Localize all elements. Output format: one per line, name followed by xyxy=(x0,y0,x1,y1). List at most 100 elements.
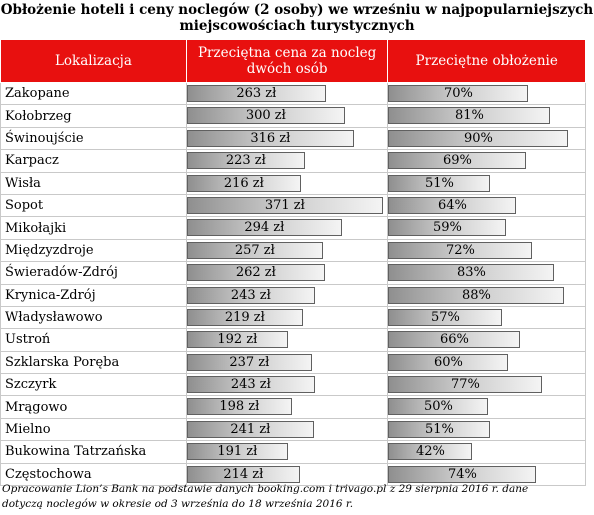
occupancy-cell: 69% xyxy=(387,149,586,173)
price-bar xyxy=(186,465,300,483)
occupancy-bar xyxy=(388,219,507,237)
price-bar xyxy=(186,331,288,349)
table-row: Świeradów-Zdrój 262 zł 83% xyxy=(0,261,586,285)
location-cell: Ustroń xyxy=(0,328,187,352)
occupancy-label: 66% xyxy=(439,332,469,348)
price-label: 241 zł xyxy=(230,421,271,437)
occupancy-bar xyxy=(388,443,473,461)
table-row: Bukowina Tatrzańska 191 zł 42% xyxy=(0,440,586,464)
occupancy-bar xyxy=(388,286,565,304)
price-bar xyxy=(186,286,315,304)
occupancy-cell: 72% xyxy=(387,238,586,263)
occupancy-bar xyxy=(388,376,543,394)
occupancy-bar xyxy=(388,264,555,282)
price-label: 214 zł xyxy=(223,466,264,482)
price-label: 216 zł xyxy=(223,175,264,191)
location-cell: Szczyrk xyxy=(0,373,187,397)
price-cell: 316 zł xyxy=(185,126,389,151)
price-bar xyxy=(186,264,325,282)
price-cell: 262 zł xyxy=(185,261,389,285)
occupancy-label: 83% xyxy=(456,265,486,281)
occupancy-cell: 70% xyxy=(387,81,586,106)
chart-title-line1: Obłożenie hoteli i ceny noclegów (2 osob… xyxy=(0,2,594,18)
table-row: Szczyrk 243 zł 77% xyxy=(0,373,586,397)
price-label: 257 zł xyxy=(234,242,275,258)
occupancy-cell: 59% xyxy=(387,216,586,240)
occupancy-cell: 81% xyxy=(387,104,586,128)
price-cell: 241 zł xyxy=(185,417,389,442)
table-row: Mrągowo 198 zł 50% xyxy=(0,395,586,419)
occupancy-label: 77% xyxy=(450,377,480,393)
price-label: 192 zł xyxy=(217,332,258,348)
price-bar xyxy=(186,308,303,326)
price-label: 198 zł xyxy=(219,399,260,415)
price-cell: 198 zł xyxy=(185,395,389,419)
price-cell: 263 zł xyxy=(185,81,389,106)
header-location: Lokalizacja xyxy=(0,39,187,83)
price-cell: 237 zł xyxy=(185,350,389,375)
location-cell: Mikołajki xyxy=(0,216,187,240)
occupancy-bar xyxy=(388,420,491,438)
table-row: Świnoujście 316 zł 90% xyxy=(0,126,586,151)
price-cell: 371 zł xyxy=(185,193,389,218)
occupancy-cell: 64% xyxy=(387,193,586,218)
price-bar xyxy=(186,152,305,170)
price-cell: 243 zł xyxy=(185,373,389,397)
table-row: Częstochowa 214 zł 74% xyxy=(0,462,586,487)
price-label: 191 zł xyxy=(217,444,258,460)
occupancy-cell: 88% xyxy=(387,283,586,307)
table-body: Zakopane 263 zł 70% Kołobrzeg 300 zł 81% Świno… xyxy=(0,81,586,487)
table-row: Karpacz 223 zł 69% xyxy=(0,149,586,173)
price-cell: 243 zł xyxy=(185,283,389,307)
price-cell: 223 zł xyxy=(185,149,389,173)
price-label: 243 zł xyxy=(230,287,271,303)
price-cell: 257 zł xyxy=(185,238,389,263)
price-bar xyxy=(186,398,292,416)
price-cell: 216 zł xyxy=(185,171,389,195)
occupancy-label: 88% xyxy=(461,287,491,303)
price-bar xyxy=(186,107,345,125)
price-cell: 214 zł xyxy=(185,462,389,487)
source-note-line1: Opracowanie Lion’s Bank na podstawie dan… xyxy=(2,483,529,495)
occupancy-cell: 74% xyxy=(387,462,586,487)
location-cell: Krynica-Zdrój xyxy=(0,283,187,307)
price-label: 263 zł xyxy=(236,86,277,101)
price-label: 371 zł xyxy=(264,197,305,213)
source-note-line2: dotyczą noclegów w okresie od 3 września… xyxy=(2,498,354,510)
price-bar xyxy=(186,174,301,192)
price-label: 223 zł xyxy=(225,153,266,169)
price-bar xyxy=(186,420,314,438)
occupancy-label: 74% xyxy=(447,466,477,482)
location-cell: Wisła xyxy=(0,171,187,195)
price-cell: 300 zł xyxy=(185,104,389,128)
occupancy-cell: 51% xyxy=(387,417,586,442)
occupancy-bar xyxy=(388,196,517,214)
price-bar xyxy=(186,443,288,461)
occupancy-bar xyxy=(388,107,551,125)
occupancy-cell: 51% xyxy=(387,171,586,195)
occupancy-cell: 57% xyxy=(387,305,586,330)
location-cell: Mrągowo xyxy=(0,395,187,419)
price-cell: 192 zł xyxy=(185,328,389,352)
occupancy-bar xyxy=(388,174,491,192)
occupancy-bar xyxy=(388,331,521,349)
table-row: Szklarska Poręba 237 zł 60% xyxy=(0,350,586,375)
chart-title: Obłożenie hoteli i ceny noclegów (2 osob… xyxy=(0,2,594,34)
occupancy-bar xyxy=(388,353,509,371)
occupancy-label: 64% xyxy=(437,197,467,213)
chart-title-line2: miejscowościach turystycznych xyxy=(179,18,415,34)
occupancy-label: 42% xyxy=(415,444,445,460)
price-label: 294 zł xyxy=(244,220,285,236)
price-label: 243 zł xyxy=(230,377,271,393)
table-row: Mikołajki 294 zł 59% xyxy=(0,216,586,240)
price-label: 237 zł xyxy=(229,354,270,370)
occupancy-bar xyxy=(388,398,489,416)
price-bar xyxy=(186,129,354,147)
table-row: Władysławowo 219 zł 57% xyxy=(0,305,586,330)
occupancy-cell: 60% xyxy=(387,350,586,375)
price-bar xyxy=(186,196,383,214)
header-price-line1: Przeciętna cena za nocleg xyxy=(197,45,377,61)
occupancy-cell: 50% xyxy=(387,395,586,419)
table-row: Zakopane 263 zł 70% xyxy=(0,81,586,106)
price-cell: 294 zł xyxy=(185,216,389,240)
